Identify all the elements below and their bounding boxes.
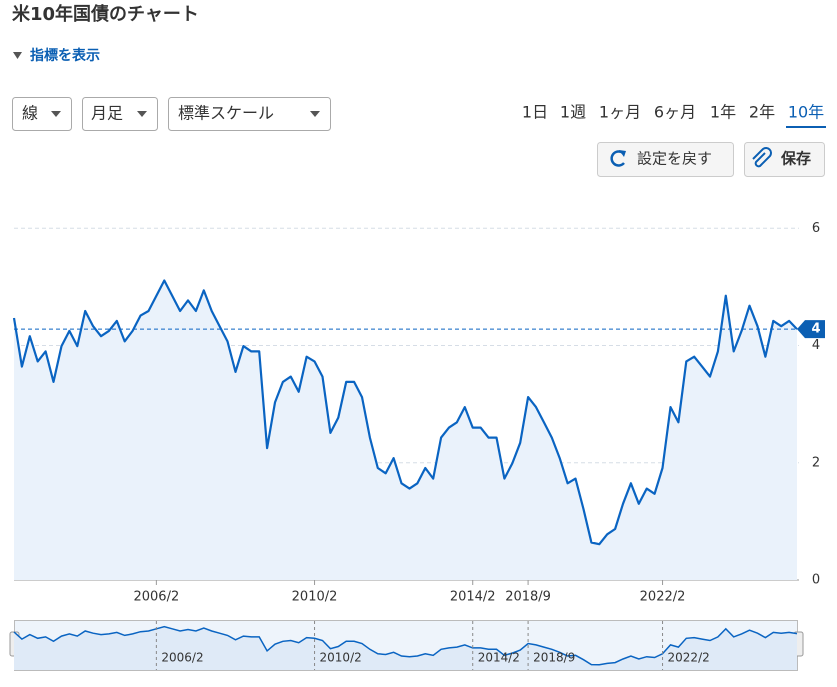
button[interactable]: 設定を戻す (597, 142, 734, 177)
x-tick-label: 2018/9 (505, 590, 551, 605)
range-button[interactable]: 1週 (560, 103, 586, 122)
x-tick-label: 2006/2 (133, 590, 179, 605)
price-line (12, 279, 798, 546)
range-button[interactable]: 10年 (788, 103, 824, 122)
navigator-label: 2018/9 (533, 651, 575, 665)
dropdown-arrow (51, 111, 61, 117)
current-label: 4 (811, 322, 820, 337)
button[interactable]: 保存 (744, 142, 825, 177)
button-box (597, 142, 734, 177)
dropdown[interactable]: 月足 (82, 97, 158, 131)
y-tick-label: 0 (812, 573, 820, 588)
y-tick-label: 6 (812, 221, 820, 236)
range-button[interactable]: 1年 (710, 103, 736, 122)
x-tick-label: 2014/2 (450, 590, 496, 605)
button-label: 設定を戻す (637, 150, 712, 168)
navigator-label: 2006/2 (161, 651, 203, 665)
dropdown-box (82, 97, 158, 131)
refresh-icon-head (619, 150, 626, 157)
button-box (744, 142, 825, 177)
dropdown-label: 線 (22, 104, 38, 123)
clip-icon (752, 147, 772, 168)
range-button[interactable]: 1日 (522, 103, 548, 122)
navigator-line (13, 625, 798, 666)
y-tick-label: 2 (812, 455, 820, 470)
dropdown-label: 月足 (91, 104, 123, 123)
navigator-label: 2014/2 (478, 651, 520, 665)
dropdown-box (12, 97, 72, 131)
navigator-area (14, 626, 797, 670)
range-button[interactable]: 6ヶ月 (654, 103, 696, 122)
dropdown-arrow (137, 111, 147, 117)
x-tick-label: 2022/2 (640, 590, 686, 605)
refresh-icon (610, 150, 625, 167)
dropdown-arrow (310, 111, 320, 117)
x-tick-label: 2010/2 (292, 590, 338, 605)
navigator-label: 2010/2 (320, 651, 362, 665)
button-label: 保存 (780, 150, 811, 168)
page-title: 米10年国債のチャート (12, 3, 199, 25)
dropdown-label: 標準スケール (178, 104, 274, 123)
toggle-arrow (13, 52, 22, 59)
area (14, 280, 797, 580)
range-button[interactable]: 2年 (749, 103, 775, 122)
indicator-toggle[interactable]: 指標を表示 (30, 47, 100, 64)
dropdown[interactable]: 標準スケール (168, 97, 331, 131)
current-badge (797, 320, 825, 339)
y-tick-label: 4 (812, 338, 820, 353)
dropdown-box (168, 97, 331, 131)
range-button[interactable]: 1ヶ月 (599, 103, 641, 122)
dropdown[interactable]: 線 (12, 97, 72, 131)
navigator-label: 2022/2 (668, 651, 710, 665)
